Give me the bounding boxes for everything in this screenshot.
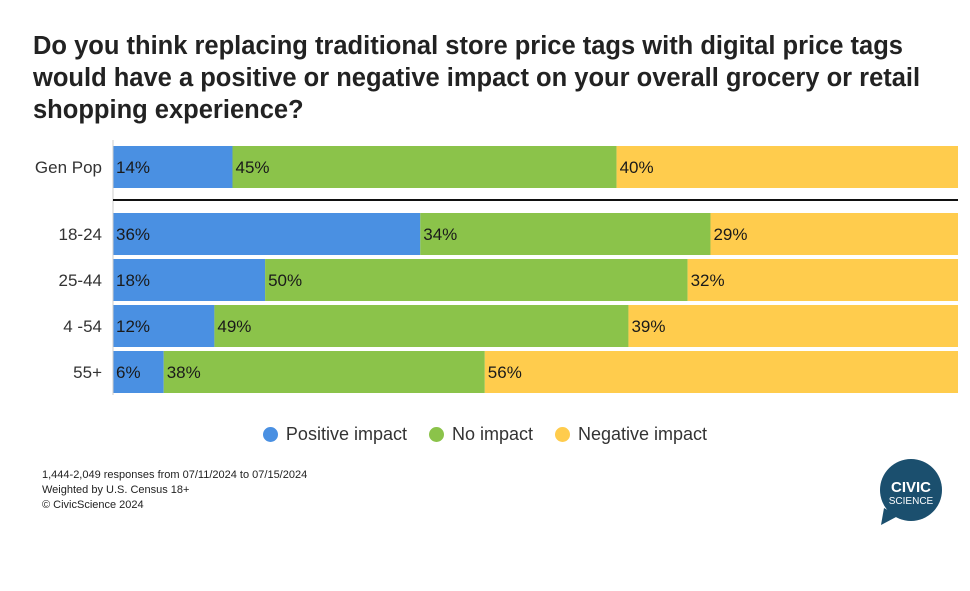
bar-positive-impact-2 bbox=[113, 259, 266, 301]
legend-dot-icon bbox=[555, 427, 570, 442]
value-label-1-1: 34% bbox=[423, 225, 457, 244]
value-label-1-0: 45% bbox=[235, 158, 269, 177]
bars-group bbox=[113, 146, 958, 393]
legend-label: Negative impact bbox=[578, 424, 708, 444]
legend-label: Positive impact bbox=[285, 424, 407, 444]
footer-weighting: Weighted by U.S. Census 18+ bbox=[42, 484, 190, 496]
logo-text-science: SCIENCE bbox=[889, 496, 934, 507]
legend-item-0: Positive impact bbox=[262, 424, 407, 445]
category-label-3: 4 -54 bbox=[63, 317, 102, 336]
category-label-4: 55+ bbox=[73, 363, 102, 382]
bar-negative-impact-1 bbox=[710, 213, 958, 255]
logo-text-civic: CIVIC bbox=[891, 479, 931, 496]
bar-positive-impact-1 bbox=[113, 213, 421, 255]
legend-item-1: No impact bbox=[428, 424, 533, 445]
legend-dot-icon bbox=[428, 427, 444, 442]
bar-negative-impact-2 bbox=[687, 259, 958, 301]
value-label-2-0: 40% bbox=[620, 158, 654, 177]
footer-copyright: © CivicScience 2024 bbox=[42, 499, 144, 511]
footer-notes: 1,444-2,049 responses from 07/11/2024 to… bbox=[42, 468, 307, 513]
legend: Positive impact No impact Negative impact bbox=[0, 424, 970, 445]
value-label-1-2: 50% bbox=[268, 271, 302, 290]
value-label-0-0: 14% bbox=[116, 158, 150, 177]
value-label-2-2: 32% bbox=[691, 271, 725, 290]
legend-label: No impact bbox=[451, 424, 533, 444]
labels-group: Gen Pop 14% 45% 40% 18-24 36% 34% 29% 25-44 18% 50… bbox=[35, 158, 748, 382]
bar-positive-impact-0 bbox=[113, 146, 233, 188]
category-label-1: 18-24 bbox=[59, 225, 102, 244]
value-label-0-3: 12% bbox=[116, 317, 150, 336]
value-label-1-3: 49% bbox=[217, 317, 251, 336]
value-label-2-3: 39% bbox=[631, 317, 665, 336]
bar-negative-impact-0 bbox=[616, 146, 958, 188]
value-label-0-2: 18% bbox=[116, 271, 150, 290]
value-label-2-4: 56% bbox=[488, 363, 522, 382]
value-label-0-4: 6% bbox=[116, 363, 141, 382]
bar-positive-impact-3 bbox=[113, 305, 215, 347]
bar-no-impact-0 bbox=[232, 146, 617, 188]
bar-no-impact-2 bbox=[265, 259, 688, 301]
bar-negative-impact-4 bbox=[484, 351, 958, 393]
legend-item-2: Negative impact bbox=[555, 424, 707, 445]
category-label-0: Gen Pop bbox=[35, 158, 102, 177]
bar-negative-impact-3 bbox=[628, 305, 958, 347]
category-label-2: 25-44 bbox=[59, 271, 102, 290]
footer-responses: 1,444-2,049 responses from 07/11/2024 to… bbox=[42, 469, 308, 481]
civicscience-logo-icon: CIVIC SCIENCE bbox=[880, 459, 942, 525]
value-label-1-4: 38% bbox=[167, 363, 201, 382]
legend-dot-icon bbox=[262, 427, 278, 442]
bar-no-impact-1 bbox=[420, 213, 711, 255]
bar-no-impact-4 bbox=[163, 351, 485, 393]
value-label-2-1: 29% bbox=[713, 225, 747, 244]
value-label-0-1: 36% bbox=[116, 225, 150, 244]
chart-title: Do you think replacing traditional store… bbox=[33, 32, 921, 124]
bar-no-impact-3 bbox=[214, 305, 629, 347]
bar-positive-impact-4 bbox=[113, 351, 164, 393]
